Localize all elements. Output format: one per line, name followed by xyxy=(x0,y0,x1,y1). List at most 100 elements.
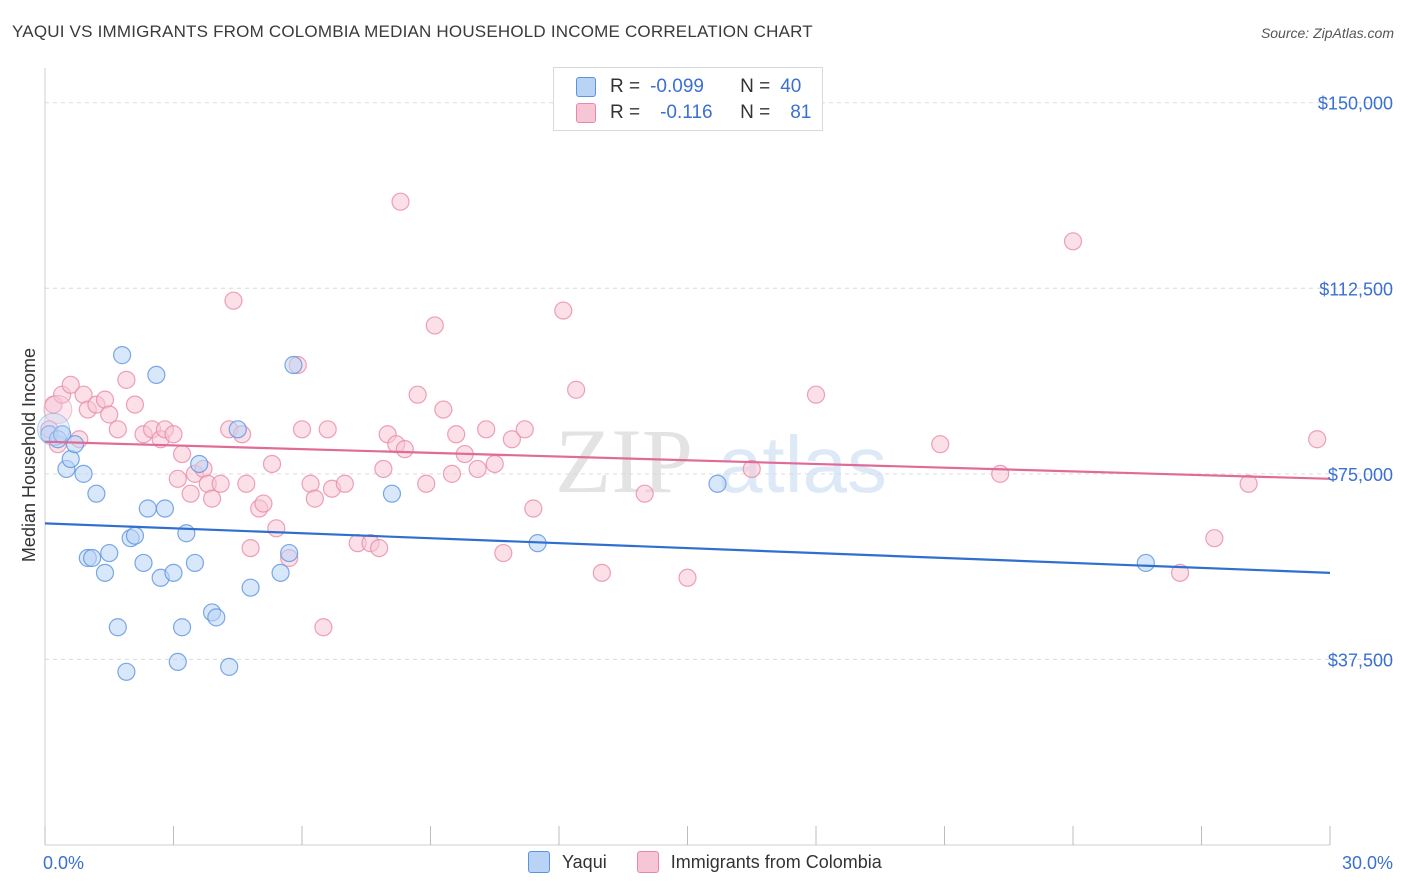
data-point-yaqui xyxy=(155,499,175,518)
chart-title: YAQUI VS IMMIGRANTS FROM COLOMBIA MEDIAN… xyxy=(12,22,813,41)
series-legend: Yaqui Immigrants from Colombia xyxy=(528,851,912,873)
data-point-colombia xyxy=(502,430,521,449)
data-point-yaqui xyxy=(708,474,727,493)
data-point-yaqui xyxy=(241,578,260,597)
axes xyxy=(44,68,1331,846)
y-tick-label: $75,000 xyxy=(1328,465,1393,485)
y-tick-label: $37,500 xyxy=(1328,650,1393,670)
data-point-colombia xyxy=(164,425,183,444)
data-point-colombia xyxy=(224,291,243,310)
data-point-colombia xyxy=(117,370,136,389)
legend-n-value: 81 xyxy=(790,102,812,123)
data-point-colombia xyxy=(318,420,337,439)
grid-lines xyxy=(45,102,1392,660)
data-point-colombia xyxy=(202,489,222,508)
data-point-colombia xyxy=(61,375,80,394)
data-point-yaqui xyxy=(280,543,299,563)
data-point-yaqui xyxy=(185,553,205,573)
y-tick-label: $112,500 xyxy=(1319,279,1393,299)
x-tick-label: 0.0% xyxy=(43,853,84,873)
data-point-colombia xyxy=(391,192,410,211)
data-point-colombia xyxy=(635,484,654,503)
legend-n-label: N = xyxy=(740,102,771,123)
data-point-colombia xyxy=(241,538,260,558)
trend-line-colombia xyxy=(44,440,1331,480)
data-point-colombia xyxy=(395,440,414,459)
data-point-colombia xyxy=(524,499,543,518)
data-point-yaqui xyxy=(271,563,290,582)
legend-r-label: R = xyxy=(610,76,641,97)
legend-r-label: R = xyxy=(610,102,641,123)
data-point-yaqui xyxy=(112,346,132,365)
data-point-colombia xyxy=(125,395,145,414)
data-point-colombia xyxy=(292,420,312,439)
data-point-yaqui xyxy=(168,652,187,672)
data-point-yaqui xyxy=(37,412,71,446)
data-point-colombia xyxy=(211,474,230,493)
data-point-colombia xyxy=(374,459,393,479)
tick-labels: $37,500 $75,000 $112,500 $150,000 0.0% 30.0% xyxy=(43,94,1393,873)
legend-swatch-yaqui xyxy=(576,77,596,97)
legend-label-colombia: Immigrants from Colombia xyxy=(670,851,882,872)
data-point-yaqui xyxy=(87,484,106,503)
data-point-yaqui xyxy=(138,499,157,518)
legend-swatch-yaqui xyxy=(528,851,550,873)
legend-swatch-colombia xyxy=(636,851,659,873)
legend-swatch-colombia xyxy=(576,103,596,123)
data-point-colombia xyxy=(1063,232,1083,251)
legend-r-value: -0.099 xyxy=(650,76,704,97)
data-point-colombia xyxy=(494,543,513,563)
data-point-yaqui xyxy=(83,548,102,568)
data-point-colombia xyxy=(1205,529,1224,548)
data-point-colombia xyxy=(806,385,826,404)
legend-r-value: -0.116 xyxy=(660,102,713,123)
data-point-colombia xyxy=(592,563,611,582)
data-point-colombia xyxy=(172,444,192,464)
data-point-colombia xyxy=(262,454,282,474)
data-point-colombia xyxy=(567,380,586,399)
data-point-colombia xyxy=(991,464,1010,483)
data-point-colombia xyxy=(742,459,761,479)
data-point-yaqui xyxy=(134,553,153,573)
data-point-yaqui xyxy=(177,524,196,543)
data-point-colombia xyxy=(678,568,697,587)
data-point-yaqui xyxy=(117,662,136,681)
data-point-yaqui xyxy=(172,618,192,637)
watermark-zip: ZIP xyxy=(555,410,693,512)
data-point-colombia xyxy=(468,459,487,479)
data-point-colombia xyxy=(370,538,389,558)
data-point-colombia xyxy=(181,484,200,503)
data-point-colombia xyxy=(1239,474,1258,493)
legend-item-colombia[interactable]: Immigrants from Colombia xyxy=(636,851,882,873)
data-point-colombia xyxy=(267,519,286,538)
data-point-yaqui xyxy=(100,543,119,563)
data-point-colombia xyxy=(168,469,187,488)
data-point-yaqui xyxy=(147,365,166,385)
data-point-colombia xyxy=(305,489,324,508)
data-point-colombia xyxy=(554,301,573,320)
data-point-colombia xyxy=(108,420,127,439)
data-point-yaqui xyxy=(164,563,183,582)
data-point-yaqui xyxy=(207,608,226,627)
legend-n-value: 40 xyxy=(780,76,802,97)
data-point-colombia xyxy=(434,400,453,419)
data-point-colombia xyxy=(1170,563,1190,582)
data-point-colombia xyxy=(931,435,950,454)
data-point-yaqui xyxy=(125,526,145,545)
data-point-colombia xyxy=(485,454,504,474)
legend-item-yaqui[interactable]: Yaqui xyxy=(528,851,607,873)
data-point-yaqui xyxy=(284,355,303,375)
data-point-yaqui xyxy=(74,464,93,483)
data-point-colombia xyxy=(254,494,273,513)
x-tick-label: 30.0% xyxy=(1342,853,1393,873)
source-label: Source: ZipAtlas.com xyxy=(1260,25,1394,41)
correlation-legend: R = -0.099 N = 40 R = -0.116 N = 81 xyxy=(553,67,823,131)
data-point-colombia xyxy=(408,385,427,404)
trend-lines xyxy=(44,440,1331,574)
legend-row-colombia: R = -0.116 N = 81 xyxy=(576,101,811,125)
data-point-yaqui xyxy=(228,420,247,439)
y-axis-label: Median Household Income xyxy=(19,348,39,562)
data-point-colombia xyxy=(425,316,444,335)
data-point-colombia xyxy=(515,420,534,439)
